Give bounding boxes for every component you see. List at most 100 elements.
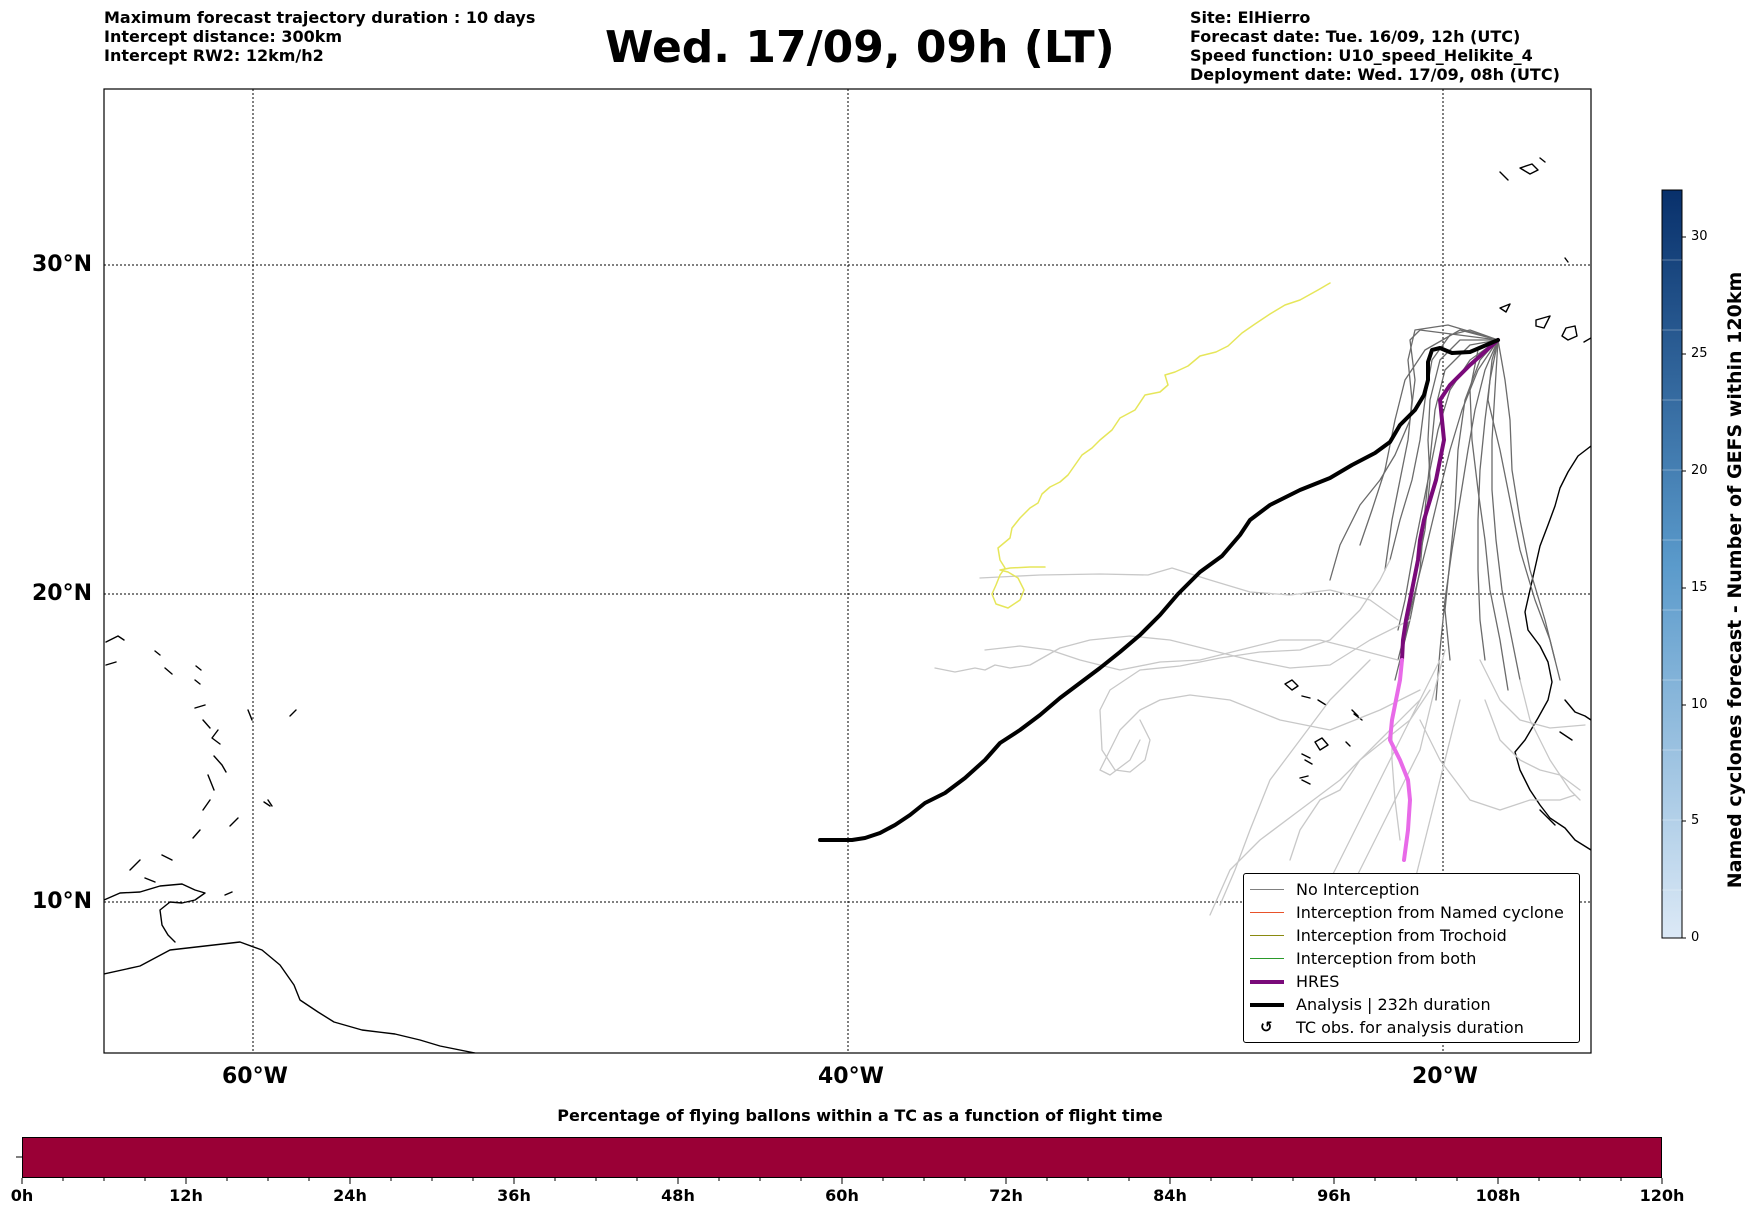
colorbar-tick-label: 0 bbox=[1691, 930, 1700, 945]
coast-caribbean-arc bbox=[105, 635, 271, 896]
ensemble-track bbox=[1099, 689, 1421, 776]
flight-time-bar bbox=[22, 1137, 1662, 1178]
ensemble-track bbox=[1419, 719, 1576, 811]
colorbar-tick-label: 15 bbox=[1691, 580, 1708, 595]
legend-swatch bbox=[1250, 1003, 1284, 1007]
page-title: Wed. 17/09, 09h (LT) bbox=[605, 22, 1115, 73]
legend-label: No Interception bbox=[1296, 880, 1420, 899]
hres-track bbox=[1400, 338, 1500, 662]
legend-swatch bbox=[1250, 935, 1284, 936]
coast-south-america bbox=[104, 941, 476, 1053]
legend-item-no-interception: No Interception bbox=[1244, 879, 1579, 902]
header-info-right: Site: ElHierro Forecast date: Tue. 16/09… bbox=[1190, 8, 1560, 84]
flight-time-tick-label: 84h bbox=[1153, 1186, 1187, 1205]
legend-label: Interception from Named cyclone bbox=[1296, 903, 1564, 922]
coastlines bbox=[104, 157, 1591, 1053]
legend-item-tc-obs: ↺ TC obs. for analysis duration bbox=[1244, 1017, 1579, 1040]
colorbar-tick-label: 25 bbox=[1691, 346, 1708, 361]
legend-swatch bbox=[1250, 980, 1284, 984]
tc-symbol-icon: ↺ bbox=[1260, 1018, 1273, 1036]
ensemble-track bbox=[1444, 339, 1499, 661]
colorbar-tick-label: 10 bbox=[1691, 697, 1708, 712]
header-line-duration: Maximum forecast trajectory duration : 1… bbox=[104, 8, 536, 27]
map-gridlines bbox=[104, 89, 1591, 1053]
flight-time-bar-title: Percentage of flying ballons within a TC… bbox=[557, 1106, 1163, 1125]
flight-time-tick-label: 96h bbox=[1317, 1186, 1351, 1205]
ensemble-track bbox=[1329, 329, 1499, 581]
ensemble-track bbox=[1479, 659, 1586, 729]
header-line-forecast-date: Forecast date: Tue. 16/09, 12h (UTC) bbox=[1190, 27, 1521, 46]
legend-item-named-cyclone: Interception from Named cyclone bbox=[1244, 902, 1579, 925]
ensemble-track bbox=[1519, 679, 1581, 801]
lon-label-40w: 40°W bbox=[818, 1064, 884, 1089]
ensemble-track bbox=[1209, 699, 1421, 916]
legend-item-hres: HRES bbox=[1244, 971, 1579, 994]
colorbar-label: Named cyclones forecast - Number of GEFS… bbox=[1724, 271, 1746, 889]
colorbar-tick-label: 5 bbox=[1691, 813, 1700, 828]
legend-swatch bbox=[1250, 958, 1284, 959]
lon-label-60w: 60°W bbox=[222, 1064, 288, 1089]
ensemble-track bbox=[1497, 339, 1556, 661]
ensemble-track bbox=[1289, 689, 1431, 861]
flight-time-tick-label: 48h bbox=[661, 1186, 695, 1205]
ensemble-tracks-dark bbox=[1329, 324, 1561, 701]
hres-tail-track bbox=[1388, 658, 1412, 862]
lat-label-20n: 20°N bbox=[32, 581, 93, 606]
ensemble-track bbox=[1491, 339, 1521, 681]
ensemble-tracks-light bbox=[934, 559, 1586, 951]
colorbar-ticks bbox=[1682, 236, 1686, 939]
ensemble-track bbox=[979, 567, 1399, 621]
map-legend: No Interception Interception from Named … bbox=[1243, 873, 1580, 1043]
coast-trinidad-region bbox=[104, 883, 206, 943]
flight-time-tick-label: 60h bbox=[825, 1186, 859, 1205]
coast-madeira-region bbox=[1564, 257, 1569, 263]
flight-time-tick-label: 24h bbox=[333, 1186, 367, 1205]
legend-swatch bbox=[1250, 912, 1284, 913]
legend-label: TC obs. for analysis duration bbox=[1296, 1018, 1524, 1037]
ensemble-track bbox=[1397, 339, 1499, 661]
header-line-speed-function: Speed function: U10_speed_Helikite_4 bbox=[1190, 46, 1533, 65]
flight-time-tick-label: 0h bbox=[10, 1186, 34, 1205]
lon-label-20w: 20°W bbox=[1412, 1064, 1478, 1089]
analysis-track bbox=[818, 338, 1500, 842]
ensemble-track bbox=[1435, 339, 1499, 701]
colorbar-tick-label: 20 bbox=[1691, 463, 1708, 478]
lat-label-30n: 30°N bbox=[32, 252, 93, 277]
colorbar-separators bbox=[1662, 259, 1682, 891]
colorbar-bar bbox=[1661, 189, 1683, 939]
flight-time-tick-label: 120h bbox=[1639, 1186, 1685, 1205]
legend-label: Analysis | 232h duration bbox=[1296, 995, 1491, 1014]
legend-label: HRES bbox=[1296, 972, 1340, 991]
ensemble-track bbox=[1469, 339, 1509, 691]
header-line-site: Site: ElHierro bbox=[1190, 8, 1311, 27]
header-line-intercept-rw2: Intercept RW2: 12km/h2 bbox=[104, 46, 324, 65]
legend-item-analysis: Analysis | 232h duration bbox=[1244, 994, 1579, 1017]
coast-lesser-antilles-small bbox=[129, 709, 297, 871]
flight-time-tick-label: 108h bbox=[1475, 1186, 1521, 1205]
flight-time-tick-label: 12h bbox=[169, 1186, 203, 1205]
legend-label: Interception from both bbox=[1296, 949, 1477, 968]
flight-time-tick-label: 36h bbox=[497, 1186, 531, 1205]
header-line-deployment-date: Deployment date: Wed. 17/09, 08h (UTC) bbox=[1190, 65, 1560, 84]
ensemble-track bbox=[1484, 699, 1581, 791]
coast-west-sahara bbox=[1499, 171, 1591, 343]
legend-item-trochoid: Interception from Trochoid bbox=[1244, 925, 1579, 948]
colorbar-tick-label: 30 bbox=[1691, 229, 1708, 244]
flight-time-tick-label: 72h bbox=[989, 1186, 1023, 1205]
coast-canary-islands bbox=[1499, 157, 1578, 341]
header-line-intercept-distance: Intercept distance: 300km bbox=[104, 27, 343, 46]
legend-label: Interception from Trochoid bbox=[1296, 926, 1507, 945]
ensemble-track bbox=[934, 619, 1411, 673]
ensemble-track bbox=[1359, 329, 1499, 546]
ensemble-track bbox=[1219, 659, 1371, 906]
coast-africa-bissau bbox=[1539, 699, 1591, 826]
coast-west-africa bbox=[1514, 445, 1591, 851]
yellow-track bbox=[991, 282, 1331, 609]
ensemble-track bbox=[1389, 329, 1499, 561]
map-frame bbox=[103, 88, 1592, 1054]
coast-cape-verde bbox=[1284, 679, 1363, 785]
legend-swatch bbox=[1250, 889, 1284, 890]
ensemble-track bbox=[1487, 339, 1561, 681]
lat-label-10n: 10°N bbox=[32, 889, 93, 914]
legend-item-both: Interception from both bbox=[1244, 948, 1579, 971]
